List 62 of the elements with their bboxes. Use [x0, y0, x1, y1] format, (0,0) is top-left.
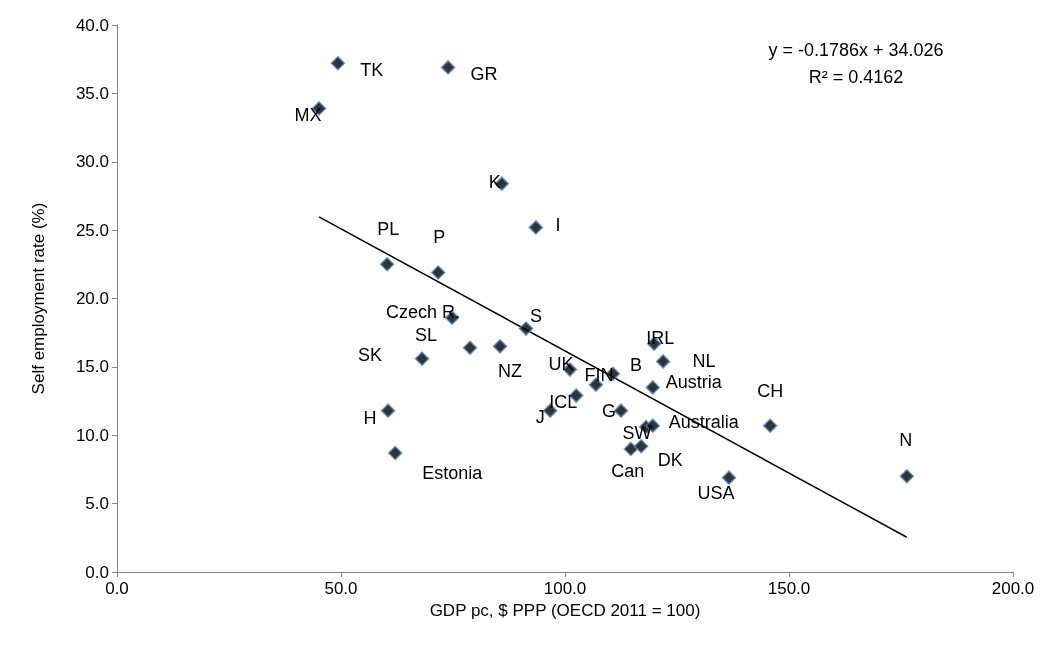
data-label: J: [535, 406, 545, 427]
y-tick-label: 0.0: [85, 562, 109, 582]
data-label: P: [433, 226, 446, 247]
point: [330, 56, 346, 71]
point: [899, 469, 915, 484]
y-tick-label: 15.0: [75, 357, 109, 377]
point: [721, 470, 737, 485]
data-label: I: [555, 215, 561, 236]
data-label: PL: [377, 219, 400, 240]
data-label: GR: [470, 64, 498, 85]
y-tick-label: 40.0: [75, 15, 109, 35]
data-label: DK: [657, 450, 683, 471]
data-label: SL: [415, 324, 438, 345]
data-label: USA: [697, 482, 735, 503]
y-tick-label: 20.0: [75, 289, 109, 308]
data-label: H: [363, 407, 377, 428]
x-tick-label: 150.0: [767, 579, 811, 598]
y-tick-label: 25.0: [75, 220, 109, 240]
y-axis-title: Self employment rate (%): [29, 202, 48, 395]
data-label: UK: [548, 353, 574, 374]
data-label: G: [601, 400, 617, 421]
data-label: Austria: [665, 372, 723, 393]
data-label: SK: [358, 344, 383, 365]
point: [492, 339, 508, 354]
data-label: B: [629, 354, 642, 375]
data-label: N: [899, 430, 913, 451]
data-label: Estonia: [422, 463, 484, 484]
point: [414, 351, 430, 366]
point: [633, 438, 649, 454]
point: [528, 220, 544, 235]
data-label: Can: [611, 460, 645, 481]
data-label: IRL: [646, 327, 675, 348]
point: [440, 60, 456, 75]
data-label: MX: [294, 105, 322, 126]
point: [387, 445, 403, 461]
x-tick-label: 200.0: [991, 579, 1035, 598]
annotation: y = -0.1786x + 34.026: [768, 40, 944, 60]
y-tick-label: 35.0: [75, 83, 109, 103]
annotation: R² = 0.4162: [808, 67, 904, 87]
point: [380, 403, 396, 418]
point: [518, 321, 534, 336]
point: [655, 354, 671, 369]
point: [462, 340, 478, 355]
x-tick-label: 50.0: [324, 579, 358, 598]
data-label: S: [530, 305, 543, 326]
data-label: NL: [692, 351, 716, 372]
y-tick-label: 10.0: [75, 425, 109, 445]
data-label: NZ: [498, 361, 523, 382]
data-label: CH: [757, 380, 784, 401]
x-axis-title: GDP pc, $ PPP (OECD 2011 = 100): [429, 601, 701, 620]
point: [645, 380, 661, 395]
y-tick-label: 5.0: [85, 494, 109, 514]
data-label: SW: [622, 423, 652, 444]
data-label: TK: [360, 60, 384, 81]
x-tick-label: 0.0: [105, 579, 129, 598]
x-tick-label: 100.0: [543, 579, 587, 598]
point: [379, 257, 395, 272]
point: [623, 441, 639, 457]
data-label: ICL: [549, 391, 578, 412]
y-tick-label: 30.0: [75, 152, 109, 172]
point: [762, 418, 778, 433]
point: [430, 265, 446, 280]
